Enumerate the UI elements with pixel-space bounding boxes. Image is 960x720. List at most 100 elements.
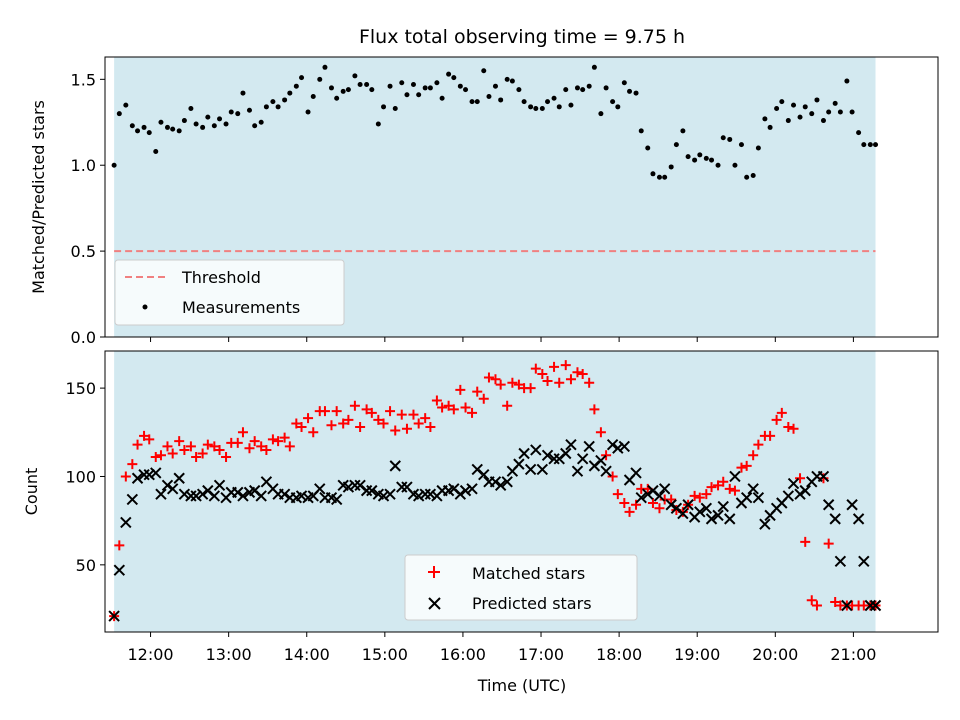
predicted-star-point xyxy=(342,481,355,493)
predicted-star-point xyxy=(384,488,396,500)
measurement-point xyxy=(317,76,323,82)
predicted-star-point xyxy=(295,490,308,502)
matched-star-point xyxy=(132,439,143,450)
x-tick-label: 17:00 xyxy=(518,645,564,664)
measurement-point xyxy=(826,109,832,115)
measurement-point xyxy=(650,171,656,177)
top-y-axis-label: Matched/Predicted stars xyxy=(29,100,48,294)
measurement-point xyxy=(720,135,726,141)
measurement-point xyxy=(381,104,387,110)
measurement-point xyxy=(310,94,316,100)
predicted-star-point xyxy=(560,447,572,460)
predicted-star-point xyxy=(530,444,542,456)
matched-star-point xyxy=(706,482,717,493)
predicted-star-point xyxy=(419,488,431,500)
measurement-point xyxy=(621,80,627,86)
predicted-star-point xyxy=(478,469,490,481)
measurement-point xyxy=(469,99,475,105)
bottom-y-tick-label: 150 xyxy=(65,379,96,398)
matched-star-point xyxy=(472,386,483,397)
predicted-star-point xyxy=(314,483,326,495)
matched-star-point xyxy=(167,448,178,459)
measurement-point xyxy=(193,121,199,127)
matched-star-point xyxy=(326,420,337,431)
x-tick-label: 13:00 xyxy=(206,645,252,664)
matched-star-point xyxy=(666,494,677,505)
predicted-star-point xyxy=(278,488,291,500)
matched-star-point xyxy=(654,503,665,514)
matched-star-point xyxy=(291,418,302,429)
matched-star-point xyxy=(724,483,735,494)
matched-star-point xyxy=(378,418,389,429)
measurement-point xyxy=(334,95,340,101)
predicted-star-point xyxy=(173,472,185,484)
top-y-tick-label: 0.5 xyxy=(71,242,96,261)
measurement-point xyxy=(463,87,469,93)
matched-star-point xyxy=(150,452,161,463)
measurement-point xyxy=(668,164,674,170)
measurement-point xyxy=(785,118,791,124)
matched-star-point xyxy=(331,406,342,417)
predicted-star-point xyxy=(752,491,765,504)
matched-star-point xyxy=(261,444,272,455)
measurement-point xyxy=(545,99,551,105)
x-tick-label: 20:00 xyxy=(752,645,798,664)
predicted-star-point xyxy=(576,453,589,465)
x-tick-label: 18:00 xyxy=(596,645,642,664)
measurement-point xyxy=(439,95,445,101)
matched-star-point xyxy=(554,377,565,388)
measurement-point xyxy=(832,100,838,106)
bottom-legend: Matched stars Predicted stars xyxy=(404,554,638,621)
matched-star-point xyxy=(694,492,705,503)
matched-star-point xyxy=(209,441,220,452)
matched-star-point xyxy=(221,452,232,463)
predicted-star-point xyxy=(166,483,179,495)
measurement-point xyxy=(638,128,644,134)
measurement-point xyxy=(797,114,803,120)
measurement-point xyxy=(240,90,246,96)
measurement-point xyxy=(802,104,808,110)
measurement-point xyxy=(738,142,744,148)
matched-star-point xyxy=(390,425,401,436)
legend-measurements-swatch xyxy=(142,304,148,310)
predicted-star-point xyxy=(213,479,226,492)
measurement-point xyxy=(153,148,159,154)
matched-star-point xyxy=(455,384,466,395)
measurement-point xyxy=(135,128,141,134)
predicted-star-point xyxy=(120,516,132,529)
top-axes-frame xyxy=(104,56,939,338)
measurement-point xyxy=(551,95,557,101)
matched-star-point xyxy=(191,452,202,463)
predicted-star-point xyxy=(424,488,437,500)
measurement-point xyxy=(610,99,616,105)
measurement-point xyxy=(492,83,498,89)
measurement-point xyxy=(176,128,182,134)
predicted-star-point xyxy=(677,507,689,520)
predicted-star-point xyxy=(658,483,671,495)
predicted-star-point xyxy=(794,488,806,500)
predicted-star-point xyxy=(366,484,378,497)
matched-star-point xyxy=(513,379,524,390)
measurement-point xyxy=(673,142,679,148)
measurement-point xyxy=(364,81,370,87)
matched-star-point xyxy=(349,400,360,411)
matched-star-point xyxy=(776,407,787,418)
predicted-star-point xyxy=(138,469,150,481)
measurement-point xyxy=(574,85,580,91)
predicted-star-point xyxy=(817,470,830,483)
measurement-point xyxy=(352,73,358,79)
measurement-point xyxy=(164,124,170,130)
predicted-star-point xyxy=(536,463,549,476)
bottom-y-axis-label: Count xyxy=(22,468,41,516)
measurement-point xyxy=(662,174,668,180)
measurement-point xyxy=(116,111,122,117)
matched-star-point xyxy=(478,393,489,404)
measurement-point xyxy=(528,104,534,110)
predicted-star-point xyxy=(501,476,513,488)
predicted-star-point xyxy=(712,509,724,522)
x-tick-label: 21:00 xyxy=(830,645,876,664)
predicted-star-point xyxy=(459,484,472,497)
measurement-point xyxy=(481,68,487,74)
measurement-point xyxy=(709,157,715,163)
measurement-point xyxy=(486,94,492,100)
